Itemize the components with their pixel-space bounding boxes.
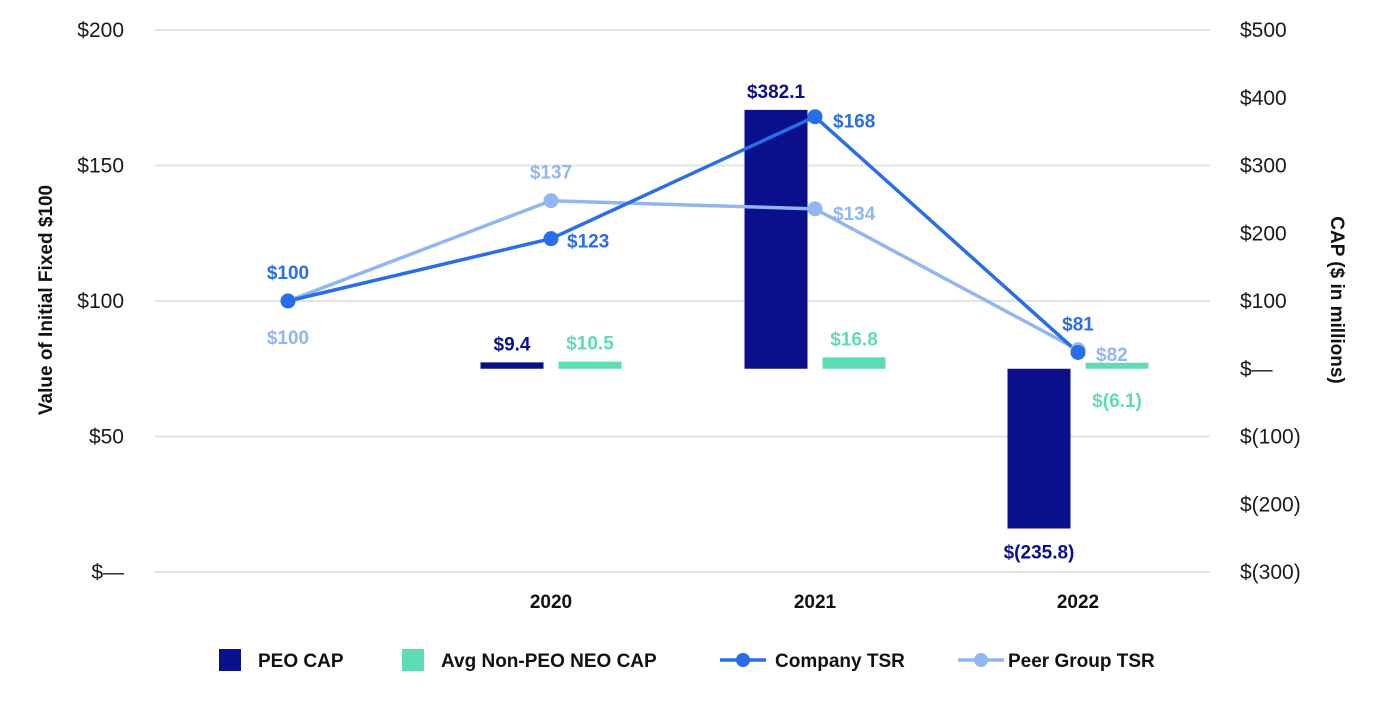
company-tsr-point <box>280 293 296 309</box>
right-tick-label: $500 <box>1240 19 1287 42</box>
company-tsr-label: $123 <box>567 232 609 253</box>
peer-tsr-point <box>807 201 823 217</box>
peer-tsr-label: $134 <box>833 204 876 225</box>
legend-non-peo-cap-label: Avg Non-PEO NEO CAP <box>441 651 657 672</box>
right-tick-label: $(100) <box>1240 426 1301 449</box>
peer-tsr-label: $82 <box>1096 345 1128 366</box>
bars <box>480 109 1149 529</box>
left-tick-label: $— <box>91 561 124 584</box>
peer-tsr-label: $100 <box>267 328 309 349</box>
peer-tsr-point <box>543 193 559 209</box>
right-tick-label: $200 <box>1240 222 1287 245</box>
non-peo-cap-label: $16.8 <box>830 329 878 350</box>
tsr-lines <box>280 109 1086 360</box>
left-tick-label: $150 <box>77 155 124 178</box>
category-label: 2020 <box>530 592 572 613</box>
peo-cap-bar <box>1007 368 1071 529</box>
legend-peo-cap-label: PEO CAP <box>258 651 344 672</box>
category-label: 2021 <box>794 592 837 613</box>
right-tick-label: $100 <box>1240 290 1287 313</box>
right-tick-label: $(300) <box>1240 561 1301 584</box>
legend: PEO CAP Avg Non-PEO NEO CAP Company TSR Pee… <box>219 649 1155 672</box>
right-axis-ticks: $(300) $(200) $(100) $— $100 $200 $300 $400 $500 <box>1240 19 1301 584</box>
non-peo-cap-label: $(6.1) <box>1092 391 1142 412</box>
legend-peo-cap-swatch <box>219 649 241 671</box>
peo-cap-bar <box>744 109 808 369</box>
legend-peer-tsr-label: Peer Group TSR <box>1008 651 1155 672</box>
right-tick-label: $400 <box>1240 87 1287 110</box>
data-labels: $9.4 $382.1 $(235.8) $10.5 $16.8 $(6.1) $100 $1… <box>267 82 1142 564</box>
category-labels: 2020 2021 2022 <box>530 592 1099 613</box>
legend-company-tsr-swatch-dot <box>736 653 750 667</box>
right-tick-label: $— <box>1240 358 1273 381</box>
category-label: 2022 <box>1057 592 1099 613</box>
company-tsr-label: $100 <box>267 263 309 284</box>
peo-cap-label: $382.1 <box>747 82 806 103</box>
non-peo-cap-bar <box>558 361 622 369</box>
legend-peer-tsr-swatch-dot <box>974 653 988 667</box>
right-axis-title: CAP ($ in millions) <box>1326 216 1347 384</box>
company-tsr-line <box>287 114 1080 354</box>
right-tick-label: $300 <box>1240 155 1287 178</box>
company-tsr-point <box>1070 344 1086 360</box>
legend-non-peo-cap-swatch <box>402 649 424 671</box>
left-tick-label: $200 <box>77 19 124 42</box>
company-tsr-point <box>807 109 823 125</box>
peo-cap-bar <box>480 362 544 369</box>
non-peo-cap-bar <box>1085 362 1149 369</box>
left-tick-label: $50 <box>89 426 124 449</box>
non-peo-cap-bar <box>822 357 886 369</box>
non-peo-cap-label: $10.5 <box>566 334 614 355</box>
company-tsr-label: $168 <box>833 112 875 133</box>
peer-tsr-line <box>287 198 1079 352</box>
left-tick-label: $100 <box>77 290 124 313</box>
right-tick-label: $(200) <box>1240 493 1301 516</box>
peo-cap-label: $9.4 <box>494 334 531 355</box>
legend-company-tsr-label: Company TSR <box>775 651 905 672</box>
peo-cap-label: $(235.8) <box>1004 543 1075 564</box>
peer-tsr-label: $137 <box>530 163 572 184</box>
left-axis-title: Value of Initial Fixed $100 <box>36 185 57 415</box>
left-axis-ticks: $— $50 $100 $150 $200 <box>77 19 124 584</box>
company-tsr-point <box>543 231 559 247</box>
company-tsr-label: $81 <box>1062 314 1094 335</box>
